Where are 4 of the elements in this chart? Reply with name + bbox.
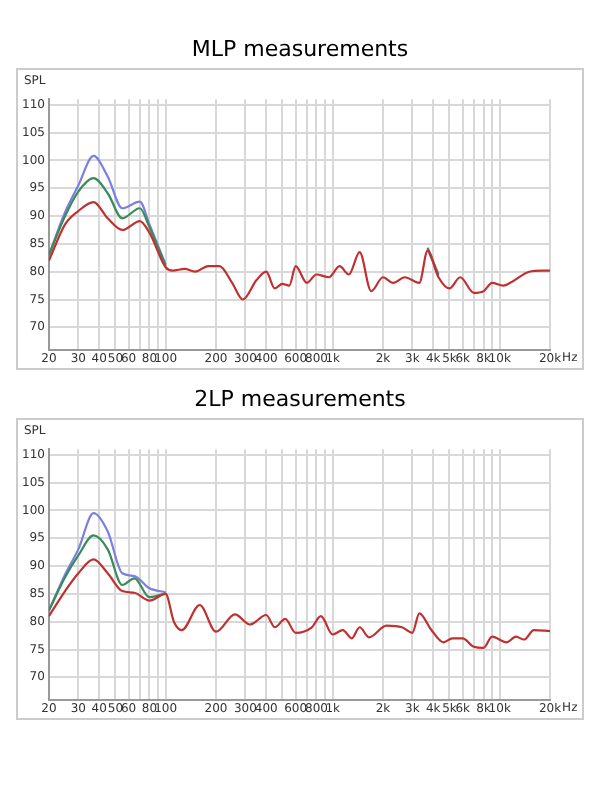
chart-title: MLP measurements — [189, 36, 411, 62]
chart-title: 2LP measurements — [192, 386, 408, 412]
line-series — [48, 534, 167, 612]
line-series — [48, 512, 167, 612]
